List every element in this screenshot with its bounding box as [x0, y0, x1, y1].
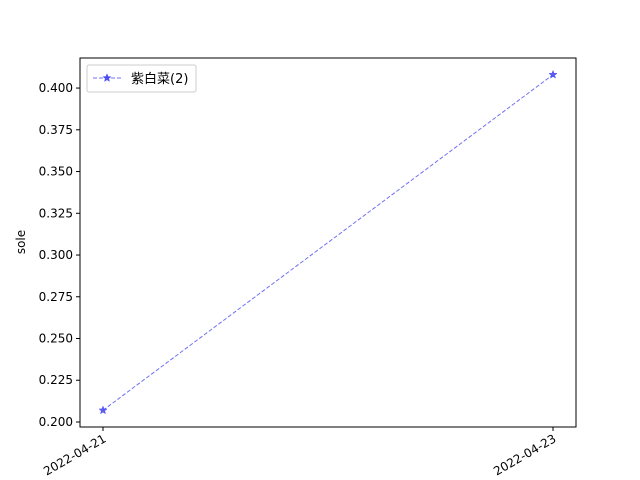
y-tick-label: 0.200 — [39, 415, 73, 429]
y-tick-label: 0.225 — [39, 373, 73, 387]
x-tick-label: 2022-04-23 — [491, 431, 558, 478]
y-tick-label: 0.350 — [39, 165, 73, 179]
y-tick-label: 0.275 — [39, 290, 73, 304]
y-tick-label: 0.325 — [39, 206, 73, 220]
legend-box — [86, 64, 197, 93]
series-line — [102, 74, 554, 411]
y-axis: 0.200 0.225 0.250 0.275 0.300 0.325 0.350 0.375… — [39, 81, 80, 429]
data-point-star — [98, 405, 108, 415]
y-tick-label: 0.250 — [39, 332, 73, 346]
x-tick-label: 2022-04-21 — [41, 431, 108, 478]
data-point-star — [548, 69, 558, 79]
series-layer — [98, 69, 558, 415]
legend: 紫白菜(2) — [86, 64, 197, 93]
y-axis-label: sole — [14, 230, 28, 254]
legend-entry-label: 紫白菜(2) — [131, 71, 188, 87]
y-tick-label: 0.375 — [39, 123, 73, 137]
y-tick-label: 0.400 — [39, 81, 73, 95]
legend-star-marker — [102, 73, 112, 82]
plot-area — [79, 57, 577, 428]
x-axis: 2022-04-21 2022-04-23 — [41, 427, 559, 478]
y-tick-label: 0.300 — [39, 248, 73, 262]
